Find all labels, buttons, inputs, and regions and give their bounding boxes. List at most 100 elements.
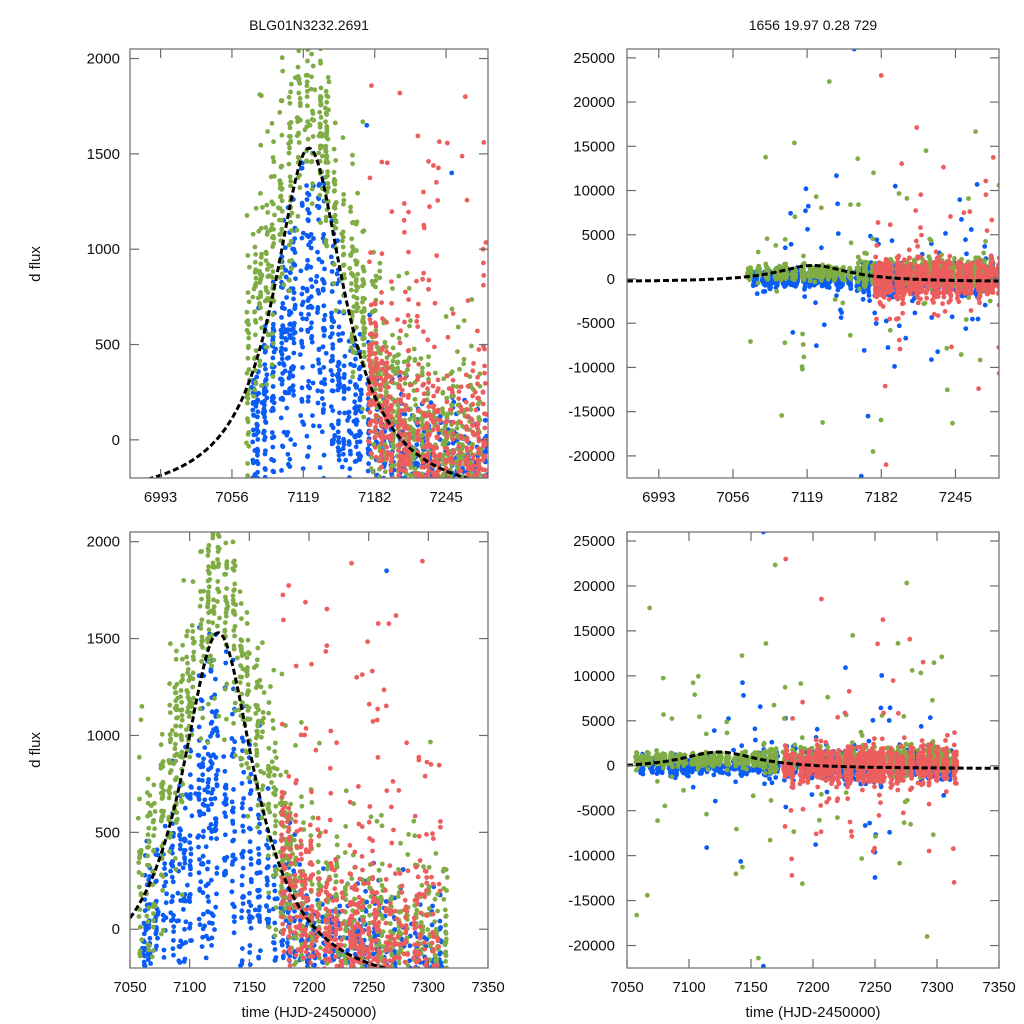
- data-point-green: [857, 286, 862, 292]
- data-point-red: [367, 422, 373, 428]
- data-point-blue: [250, 460, 256, 466]
- data-point-green: [296, 76, 302, 82]
- data-point-red: [407, 382, 413, 388]
- data-point-red: [457, 459, 463, 465]
- data-point-blue: [484, 478, 489, 483]
- data-point-blue: [280, 397, 286, 402]
- data-point-red: [372, 429, 378, 435]
- data-point-blue: [271, 407, 276, 413]
- data-point-red: [459, 408, 465, 414]
- data-point-green: [361, 228, 367, 234]
- data-point-blue: [783, 283, 789, 288]
- data-point-red: [450, 419, 456, 425]
- data-point-blue: [889, 238, 895, 244]
- data-point-blue: [910, 298, 915, 304]
- data-point-green: [818, 205, 824, 211]
- data-point-red: [483, 240, 488, 245]
- data-point-green: [856, 276, 862, 282]
- data-point-green: [390, 332, 395, 338]
- data-point-green: [454, 425, 460, 431]
- data-point-green: [382, 340, 388, 345]
- data-point-blue: [839, 310, 844, 315]
- data-point-green: [265, 210, 271, 215]
- data-point-red: [403, 458, 408, 464]
- data-point-red: [426, 286, 431, 292]
- data-point-blue: [292, 302, 298, 308]
- data-point-red: [465, 383, 471, 389]
- data-point-red: [389, 279, 394, 284]
- data-point-red: [432, 300, 438, 306]
- data-point-red: [384, 444, 390, 450]
- y-tick-label: 500: [95, 337, 120, 354]
- data-point-green: [253, 332, 258, 338]
- data-point-blue: [271, 349, 277, 355]
- data-point-green: [305, 119, 310, 125]
- data-point-blue: [848, 286, 854, 291]
- data-point-red: [385, 384, 391, 390]
- data-point-blue: [300, 419, 305, 425]
- data-point-blue: [337, 410, 342, 416]
- data-point-green: [477, 371, 483, 377]
- data-point-red: [450, 377, 456, 383]
- data-point-green: [896, 191, 902, 196]
- data-point-green: [277, 181, 283, 187]
- data-point-blue: [285, 429, 291, 435]
- data-point-red: [367, 342, 372, 348]
- data-point-blue: [279, 305, 285, 311]
- data-point-red: [384, 456, 390, 461]
- data-point-green: [377, 275, 383, 281]
- data-point-blue: [287, 464, 293, 469]
- data-point-red: [482, 381, 488, 386]
- data-point-blue: [262, 414, 268, 420]
- data-point-green: [326, 185, 331, 191]
- data-point-blue: [329, 324, 335, 330]
- data-point-green: [245, 290, 251, 295]
- data-point-red: [420, 464, 425, 470]
- data-point-green: [304, 158, 309, 164]
- data-point-red: [470, 368, 476, 374]
- data-point-green: [270, 341, 276, 346]
- data-point-green: [922, 300, 928, 306]
- data-point-blue: [788, 241, 794, 247]
- data-point-green: [277, 217, 282, 223]
- data-point-red: [448, 407, 454, 413]
- data-point-blue: [270, 468, 276, 474]
- data-point-red: [434, 445, 439, 451]
- data-point-green: [361, 306, 367, 311]
- data-point-green: [847, 332, 853, 338]
- data-point-blue: [255, 409, 261, 415]
- data-point-green: [310, 63, 316, 69]
- data-point-red: [379, 440, 385, 446]
- data-point-blue: [264, 395, 270, 401]
- data-point-blue: [787, 280, 793, 286]
- data-point-red: [450, 460, 456, 466]
- data-point-red: [458, 420, 463, 425]
- data-point-green: [461, 356, 467, 362]
- data-point-blue: [298, 311, 304, 317]
- data-point-green: [455, 349, 460, 354]
- data-point-green: [792, 140, 797, 146]
- data-point-blue: [305, 207, 311, 212]
- data-point-red: [405, 362, 411, 368]
- data-point-blue: [299, 302, 305, 308]
- data-point-red: [434, 435, 440, 441]
- data-point-blue: [251, 413, 257, 418]
- data-point-blue: [282, 368, 288, 374]
- data-point-blue: [774, 282, 780, 288]
- data-point-blue: [250, 427, 256, 433]
- data-point-red: [475, 421, 481, 427]
- data-point-green: [245, 355, 251, 361]
- data-point-green: [351, 294, 357, 299]
- data-point-red: [406, 209, 411, 215]
- data-point-green: [244, 440, 249, 446]
- data-point-green: [331, 146, 337, 152]
- data-point-blue: [335, 238, 340, 244]
- data-point-blue: [317, 423, 322, 429]
- data-point-blue: [341, 389, 347, 395]
- data-point-green: [318, 94, 323, 99]
- data-point-red: [431, 471, 436, 477]
- data-point-blue: [291, 364, 296, 370]
- data-point-blue: [309, 333, 315, 339]
- data-point-blue: [270, 321, 276, 327]
- data-point-blue: [753, 276, 759, 282]
